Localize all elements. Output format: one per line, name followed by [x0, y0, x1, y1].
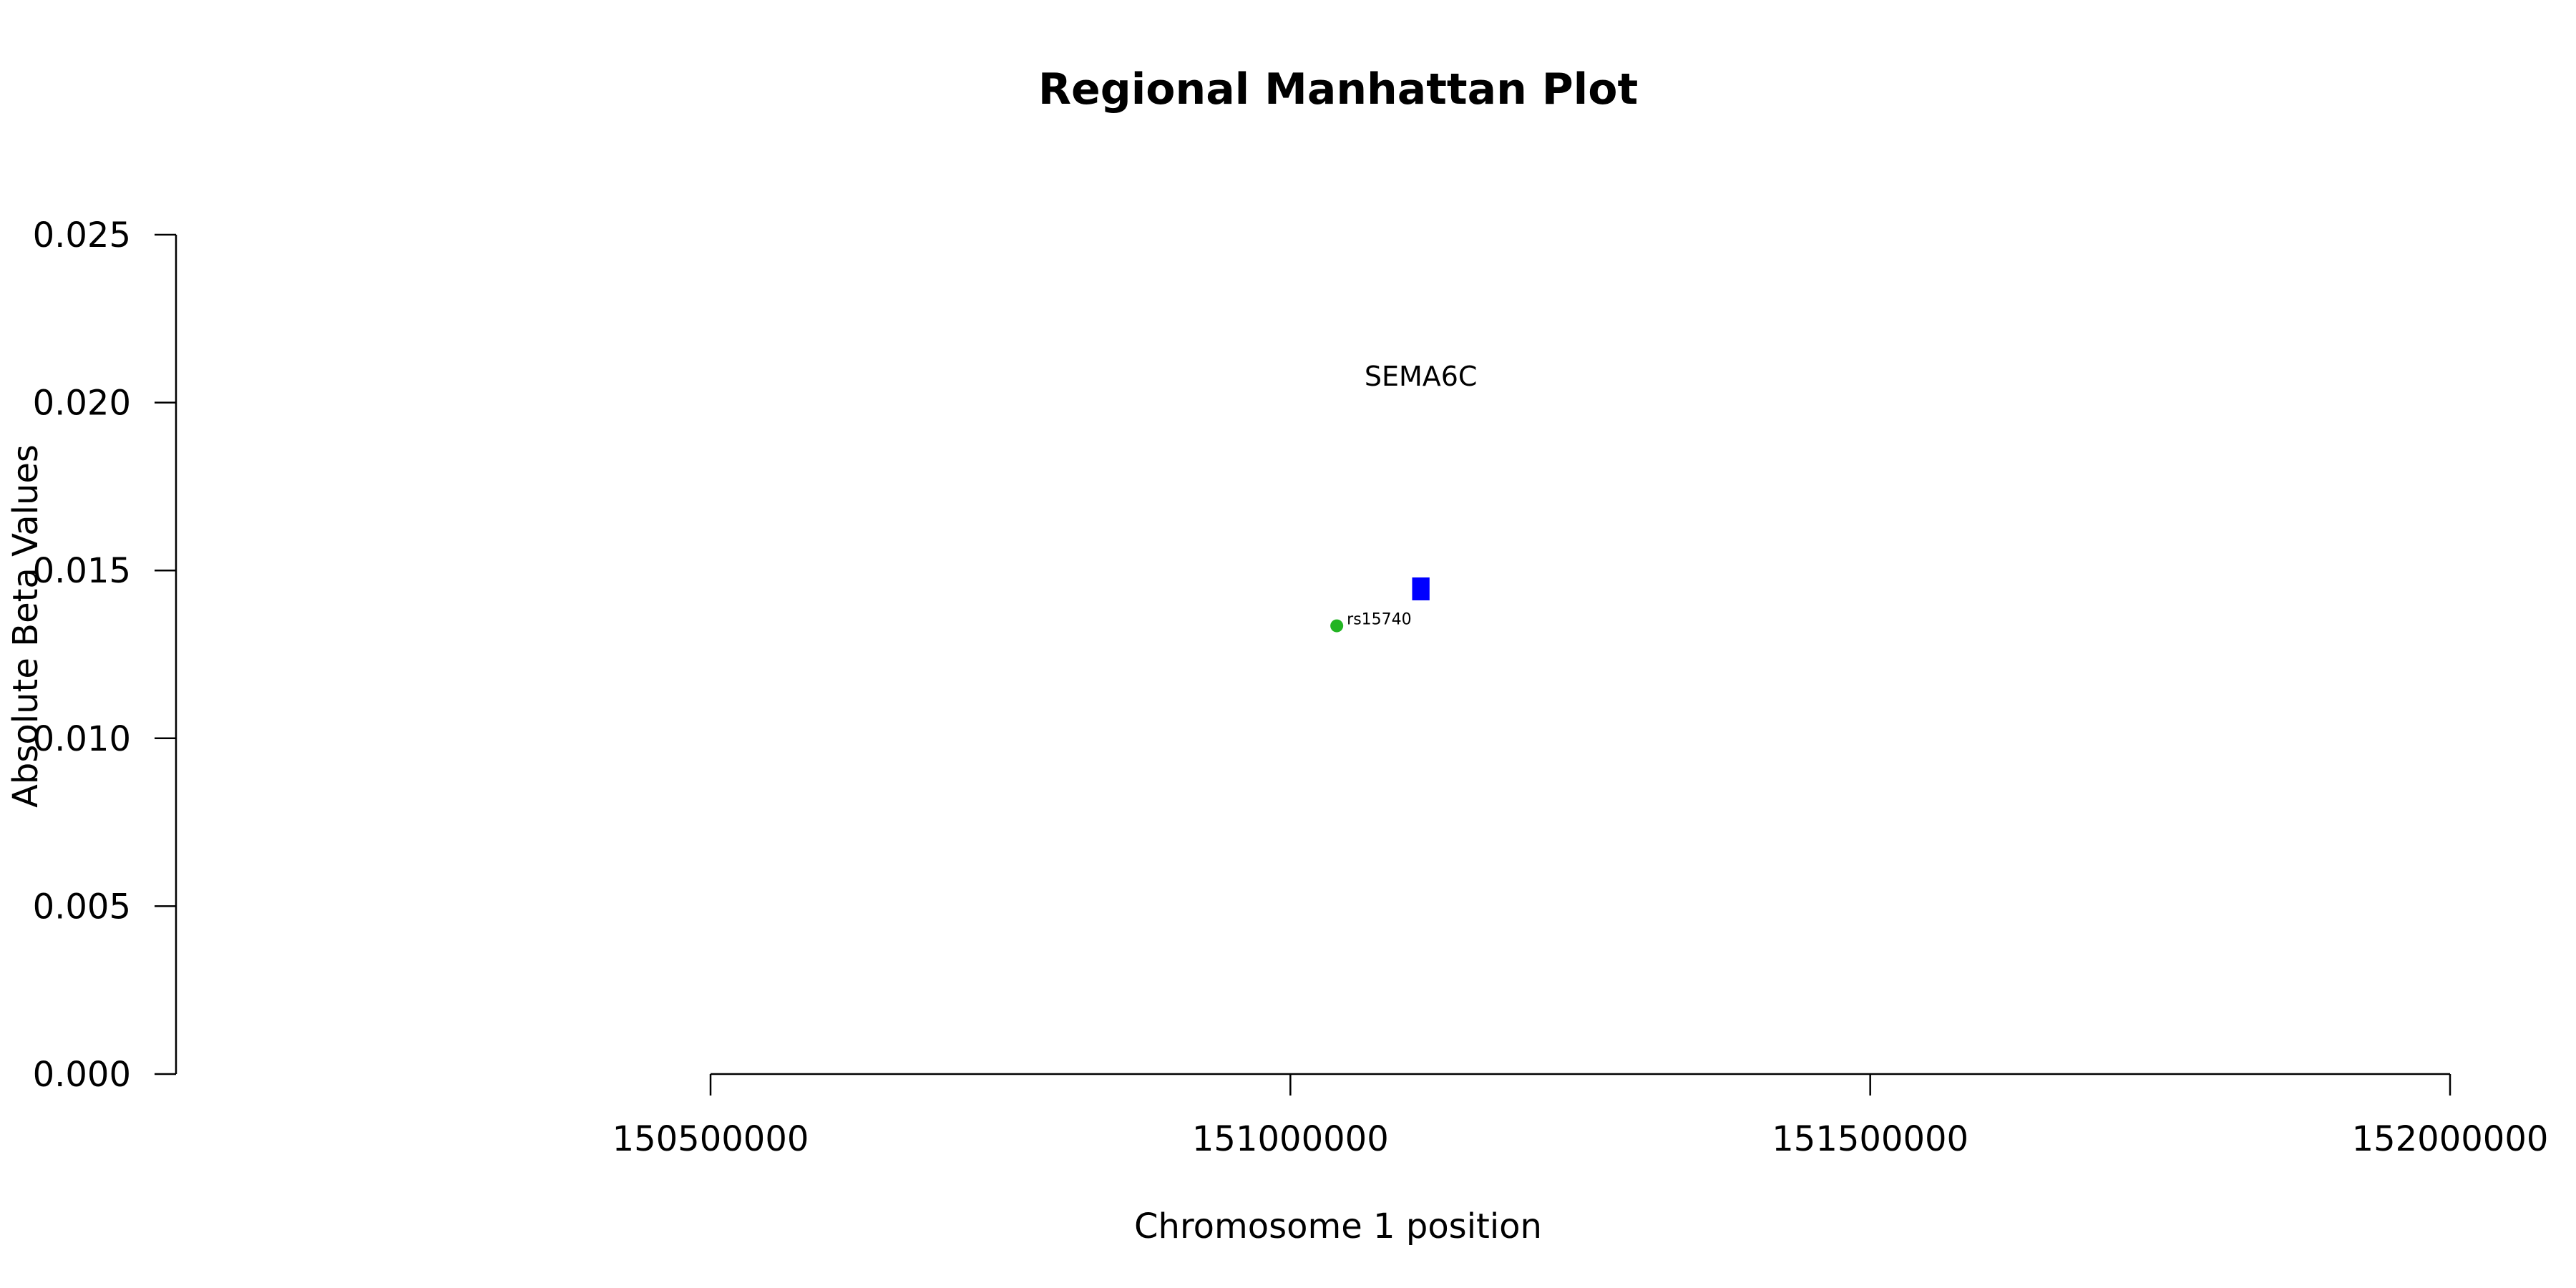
y-tick-label: 0.000 — [33, 1055, 131, 1095]
y-tick-label: 0.010 — [33, 719, 131, 759]
x-tick-label: 152000000 — [2352, 1119, 2549, 1159]
y-tick-label: 0.015 — [33, 551, 131, 591]
gene-box — [1412, 577, 1430, 601]
x-axis: 150500000 151000000 151500000 152000000 — [613, 1073, 2549, 1159]
y-tick-label: 0.025 — [33, 215, 131, 255]
x-tick-label: 151000000 — [1192, 1119, 1389, 1159]
chart-title: Regional Manhattan Plot — [1038, 64, 1638, 114]
x-tick-label: 150500000 — [613, 1119, 809, 1159]
x-axis-title: Chromosome 1 position — [1134, 1206, 1542, 1246]
y-tick-label: 0.020 — [33, 384, 131, 424]
snp-points: rs15740 — [1330, 611, 1412, 633]
snp-label: rs15740 — [1347, 611, 1412, 629]
snp-point — [1330, 619, 1344, 633]
y-axis: 0.000 0.005 0.010 0.015 0.020 0.025 — [33, 215, 177, 1095]
y-axis-title: Absolute Beta Values — [6, 444, 46, 808]
gene-track: SEMA6C — [1365, 361, 1478, 601]
gene-label: SEMA6C — [1365, 361, 1478, 392]
x-tick-label: 151500000 — [1772, 1119, 1968, 1159]
y-tick-label: 0.005 — [33, 887, 131, 927]
